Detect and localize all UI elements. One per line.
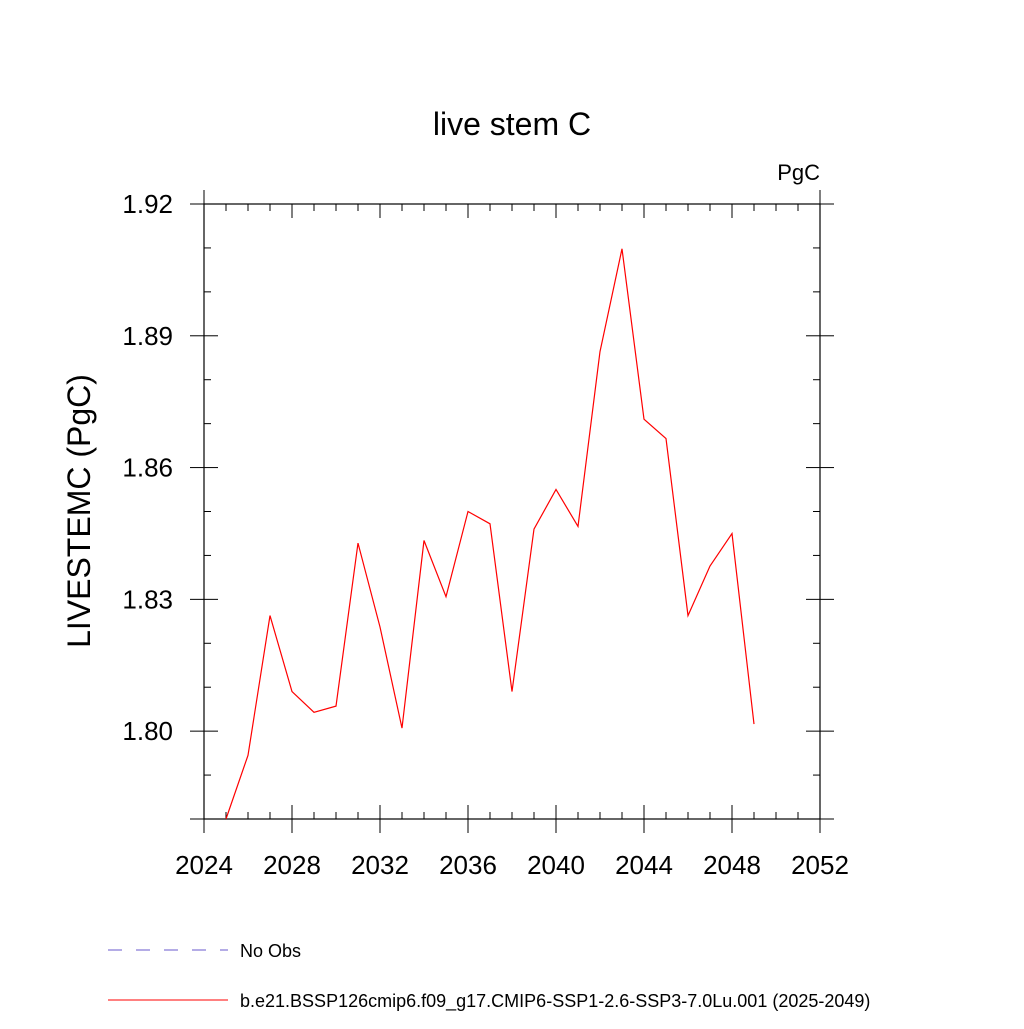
units-label: PgC	[777, 160, 820, 185]
x-tick-label: 2052	[791, 850, 849, 880]
y-tick-label: 1.92	[122, 189, 173, 219]
legend-label: No Obs	[240, 941, 301, 961]
x-tick-label: 2024	[175, 850, 233, 880]
x-tick-label: 2032	[351, 850, 409, 880]
x-tick-label: 2048	[703, 850, 761, 880]
legend-label: b.e21.BSSP126cmip6.f09_g17.CMIP6-SSP1-2.…	[240, 991, 870, 1012]
y-tick-label: 1.89	[122, 321, 173, 351]
series-layer	[225, 248, 755, 820]
x-tick-label: 2036	[439, 850, 497, 880]
x-tick-label: 2028	[263, 850, 321, 880]
y-axis-label: LIVESTEMC (PgC)	[61, 374, 97, 648]
axes: 2024 2028 2032 2036 2040 2044 2048 2052 1.80 1.83…	[122, 189, 849, 880]
plot-frame	[203, 203, 821, 820]
y-tick-label: 1.86	[122, 453, 173, 483]
series-line	[225, 248, 755, 820]
y-tick-label: 1.80	[122, 716, 173, 746]
legend: No Obs b.e21.BSSP126cmip6.f09_g17.CMIP6-S…	[108, 941, 870, 1012]
x-tick-label: 2040	[527, 850, 585, 880]
y-tick-label: 1.83	[122, 584, 173, 614]
chart-title: live stem C	[433, 106, 591, 142]
x-tick-label: 2044	[615, 850, 673, 880]
